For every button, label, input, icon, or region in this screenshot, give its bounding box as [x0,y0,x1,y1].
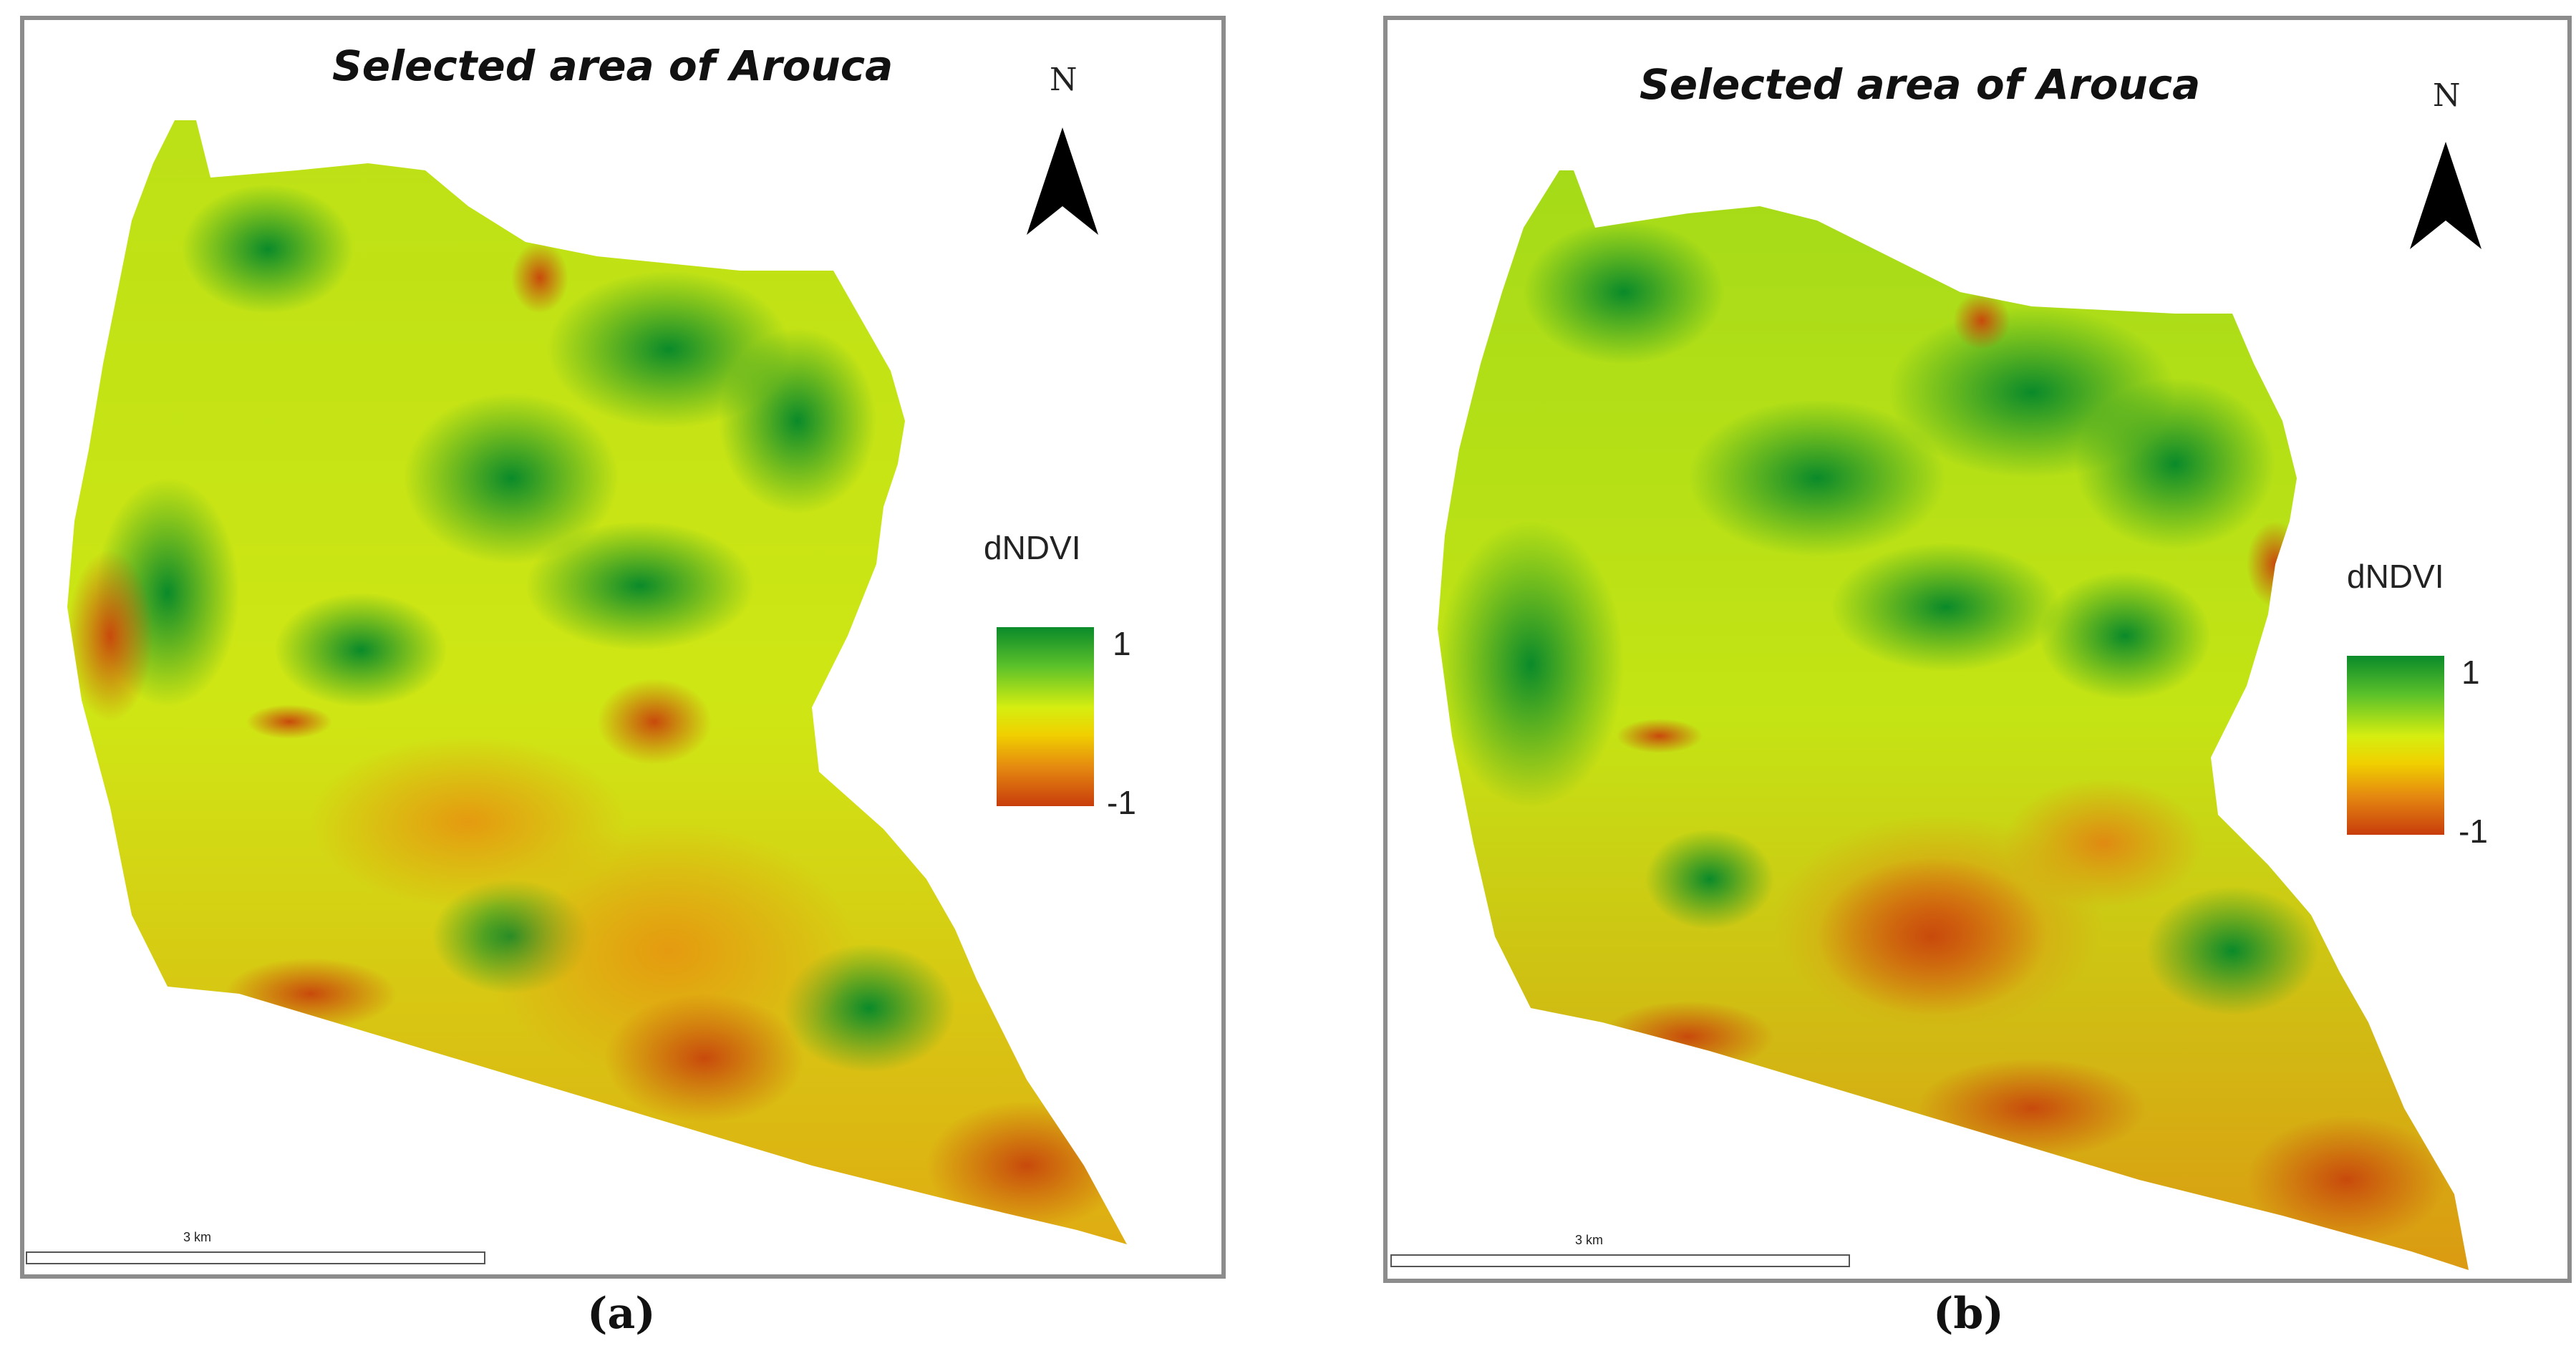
legend-title: dNDVI [2347,558,2444,595]
legend-title: dNDVI [984,529,1081,566]
dndvi-map-area [1438,170,2469,1270]
legend-max-label: 1 [2461,654,2480,691]
north-label: N [1050,62,1078,98]
map-title: Selected area of Arouca [1640,60,2201,109]
scale-label: 3 km [1575,1233,1604,1247]
map-panel-a: Selected area of Arouca N [20,16,1226,1279]
caption-a: (a) [587,1289,656,1339]
map-panel-b: Selected area of Arouca N [1383,16,2572,1283]
scale-bar [1390,1254,1850,1267]
north-label: N [2433,77,2461,114]
caption-b: (b) [1933,1289,2004,1339]
north-arrow-icon [1027,127,1098,235]
map-title: Selected area of Arouca [332,42,894,90]
scale-label: 3 km [183,1230,212,1244]
scale-bar [26,1251,485,1264]
north-arrow-icon [2410,142,2481,249]
legend-min-label: -1 [2459,813,2488,850]
legend-max-label: 1 [1113,625,1131,662]
legend-color-ramp [997,627,1094,806]
dndvi-map-area [67,120,1127,1244]
legend-color-ramp [2347,656,2444,835]
legend-min-label: -1 [1107,784,1136,821]
